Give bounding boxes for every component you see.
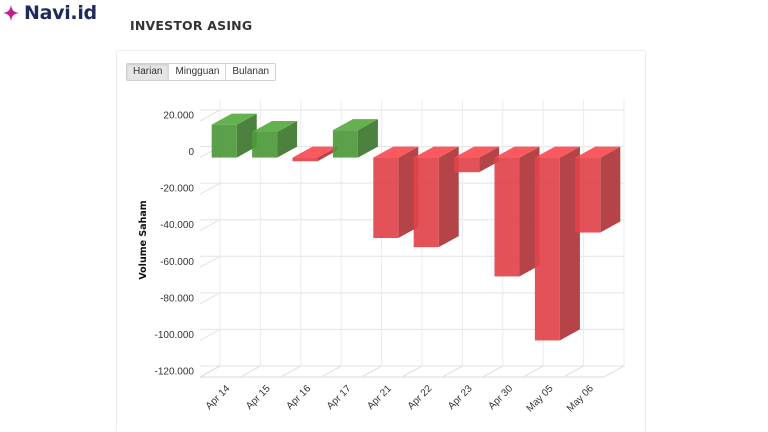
floor-tick [522,365,544,378]
bar-side [438,146,459,248]
floor-tick [482,365,504,378]
bar-front [494,157,520,277]
bar-front [292,157,318,162]
x-tick-label: Apr 15 [244,383,273,412]
y-tick-label: -100.000 [155,330,195,341]
y-tick-label: -60.000 [160,257,194,268]
bar-apr-23 [454,146,500,173]
bar-side [357,119,378,158]
bar-top [494,146,540,158]
bar-front [534,157,560,341]
bar-side [277,120,298,158]
bar-top [413,146,459,158]
brand-name: Navi.id [24,2,97,24]
bar-front [454,157,480,173]
sparkle-icon [2,4,20,22]
bar-side [600,146,621,233]
tab-harian[interactable]: Harian [127,64,170,80]
bar-may-06 [575,146,621,233]
bar-top [332,119,378,131]
gridline-side [199,109,221,122]
bar-top [454,146,500,158]
y-tick-label: 20.000 [163,111,194,122]
bar-side [519,146,540,277]
gridline-side [199,182,221,195]
bar-top [292,146,338,158]
x-tick-label: Apr 14 [204,383,233,412]
bar-apr-15 [252,120,298,158]
x-tick-label: Apr 22 [406,383,435,412]
gridline-side [199,328,221,341]
bar-front [373,157,399,239]
floor-tick [199,365,221,378]
x-tick-label: Apr 16 [285,383,314,412]
bar-may-05 [534,146,580,341]
bar-side [236,113,257,158]
floor-tick [280,365,302,378]
y-tick-label: -20.000 [160,184,194,195]
bar-side [398,146,419,239]
y-axis-label: Volume Saham [138,200,149,279]
floor-tick [603,365,625,378]
x-tick-label: Apr 23 [446,383,475,412]
x-tick-label: Apr 17 [325,383,354,412]
bar-top [211,113,257,125]
y-tick-label: -120.000 [155,367,195,378]
floor-tick [361,365,382,378]
bar-side [479,146,500,173]
bar-front [252,131,278,158]
bar-apr-21 [373,146,419,239]
y-tick-label: 0 [188,147,194,158]
tab-mingguan[interactable]: Mingguan [169,64,227,80]
bar-apr-17 [332,119,378,158]
bar-apr-22 [413,146,459,248]
x-tick-label: May 05 [525,383,556,414]
floor-tick [240,365,261,378]
bar-front [413,157,439,248]
bar-side [317,146,338,162]
gridline-side [199,219,221,232]
floor-tick [442,365,463,378]
period-tabs: Harian Mingguan Bulanan [126,63,277,81]
bar-apr-30 [494,146,540,277]
bar-top [534,146,580,158]
brand-logo[interactable]: Navi.id [2,2,97,24]
tab-bulanan[interactable]: Bulanan [226,64,276,80]
floor-tick [320,365,342,378]
bar-side [559,146,580,341]
bar-front [332,130,358,158]
gridline-side [199,292,221,305]
section-title: INVESTOR ASING [130,18,253,33]
x-tick-label: Apr 30 [487,383,516,412]
floor-tick [563,365,584,378]
bar-apr-14 [211,113,257,158]
bar-top [575,146,621,158]
bar-apr-16 [292,146,338,162]
x-tick-label: Apr 21 [365,383,394,412]
bar-front [211,124,237,158]
bar-front [575,157,601,233]
y-tick-label: -80.000 [160,293,194,304]
gridline-side [199,255,221,268]
bar-top [373,146,419,158]
floor-tick [401,365,423,378]
y-tick-label: -40.000 [160,220,194,231]
bar-top [252,120,298,132]
bars [211,113,621,341]
x-tick-label: May 06 [565,383,596,414]
